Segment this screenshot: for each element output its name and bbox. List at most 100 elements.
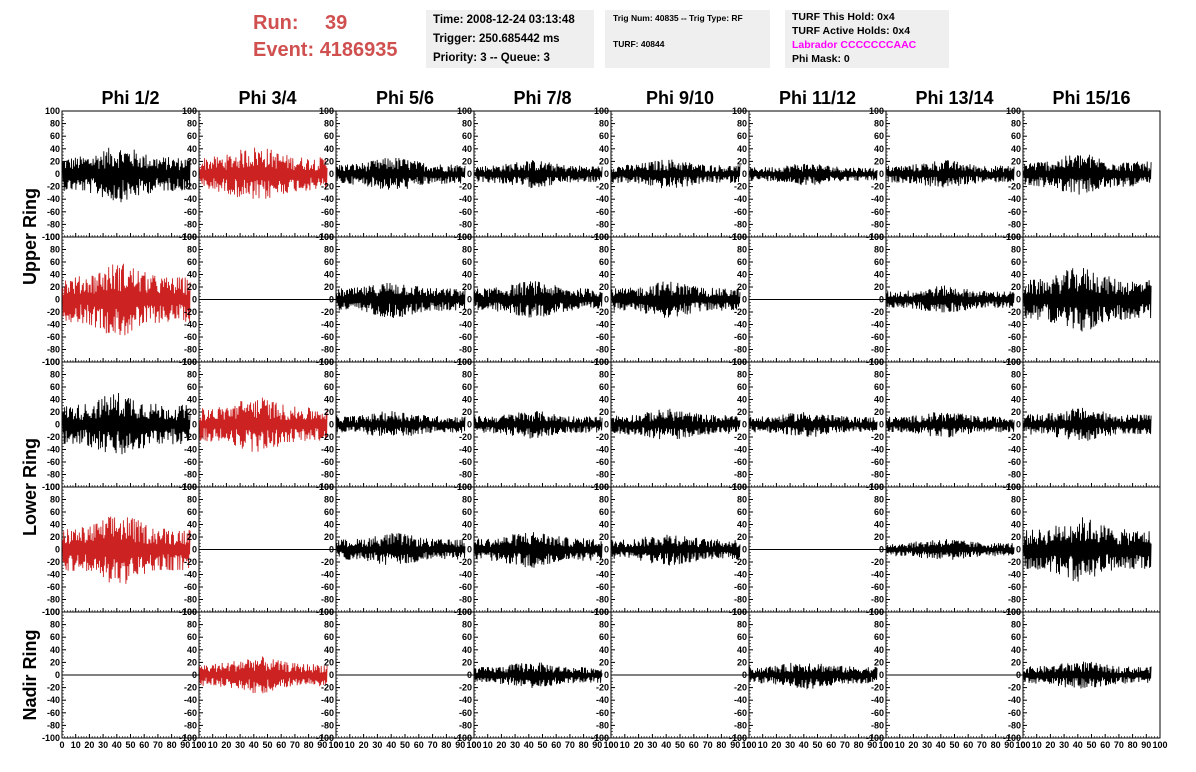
y-tick-label: 0	[55, 545, 60, 555]
y-tick-label: 100	[732, 106, 747, 116]
y-tick-label: 100	[319, 482, 334, 492]
y-tick-label: 40	[324, 395, 334, 405]
waveform-line	[474, 411, 603, 439]
y-tick-label: -20	[321, 557, 334, 567]
y-tick-label: 60	[324, 257, 334, 267]
y-tick-label: 40	[1011, 270, 1021, 280]
y-tick-label: -80	[871, 470, 884, 480]
y-tick-label: -60	[459, 457, 472, 467]
y-tick-label: 100	[182, 357, 197, 367]
labrador-status: Labrador CCCCCCCAAC	[792, 39, 917, 51]
y-tick-label: 0	[604, 295, 609, 305]
y-tick-label: 100	[1006, 232, 1021, 242]
y-tick-label: 100	[182, 482, 197, 492]
y-tick-label: -100	[42, 357, 60, 367]
y-tick-label: -80	[596, 720, 609, 730]
y-tick-label: 20	[874, 657, 884, 667]
y-tick-label: 0	[742, 169, 747, 179]
y-tick-label: -100	[316, 733, 334, 743]
y-tick-label: -40	[321, 695, 334, 705]
y-tick-label: -60	[321, 457, 334, 467]
y-tick-label: 80	[599, 495, 609, 505]
turf-this-hold: TURF This Hold: 0x4	[792, 11, 895, 23]
y-tick-label: 60	[50, 131, 60, 141]
y-tick-label: 80	[50, 119, 60, 129]
y-tick-label: -80	[47, 470, 60, 480]
waveform-line	[749, 412, 878, 437]
y-tick-label: -60	[596, 708, 609, 718]
y-tick-label: 60	[737, 507, 747, 517]
y-tick-label: -80	[459, 345, 472, 355]
event-label: Event:	[253, 39, 315, 61]
y-tick-label: 80	[187, 620, 197, 630]
y-tick-label: -60	[1008, 457, 1021, 467]
y-tick-label: -60	[459, 207, 472, 217]
y-tick-label: 20	[187, 407, 197, 417]
y-tick-label: 60	[874, 382, 884, 392]
y-tick-label: 60	[50, 632, 60, 642]
y-tick-label: 40	[599, 144, 609, 154]
y-tick-label: 40	[599, 520, 609, 530]
y-tick-label: -60	[871, 582, 884, 592]
waveform-line	[336, 532, 466, 565]
waveform-line	[474, 662, 603, 689]
y-tick-label: 0	[192, 169, 197, 179]
y-tick-label: 20	[737, 156, 747, 166]
y-tick-label: 100	[319, 607, 334, 617]
y-tick-label: 100	[594, 607, 609, 617]
y-tick-label: 80	[874, 245, 884, 255]
y-tick-label: 20	[599, 282, 609, 292]
y-tick-label: 60	[50, 507, 60, 517]
y-tick-label: -20	[459, 307, 472, 317]
waveform-line	[886, 412, 1015, 438]
y-tick-label: -100	[42, 607, 60, 617]
waveform-line	[199, 147, 328, 199]
waveform-line	[474, 281, 603, 318]
y-tick-label: -80	[47, 345, 60, 355]
y-tick-label: 20	[324, 282, 334, 292]
y-tick-label: -20	[184, 557, 197, 567]
y-tick-label: 40	[50, 645, 60, 655]
y-tick-label: -40	[1008, 570, 1021, 580]
run-event-box: Run: 39 Event: 4186935	[253, 10, 398, 64]
y-tick-label: 40	[324, 520, 334, 530]
y-tick-label: 40	[737, 395, 747, 405]
y-tick-label: 0	[467, 545, 472, 555]
time-info-box: Time: 2008-12-24 03:13:48 Trigger: 250.6…	[426, 10, 594, 68]
y-tick-label: 60	[462, 257, 472, 267]
y-tick-label: 80	[50, 245, 60, 255]
y-tick-label: 80	[187, 245, 197, 255]
y-tick-label: -20	[321, 182, 334, 192]
y-tick-label: 0	[742, 420, 747, 430]
y-tick-label: 60	[1011, 382, 1021, 392]
y-tick-label: -60	[734, 708, 747, 718]
y-tick-label: -80	[459, 720, 472, 730]
y-tick-label: -40	[1008, 695, 1021, 705]
y-tick-label: 40	[1011, 144, 1021, 154]
y-tick-label: -40	[47, 194, 60, 204]
y-tick-label: -20	[596, 432, 609, 442]
y-tick-label: -80	[1008, 345, 1021, 355]
y-tick-label: -40	[734, 695, 747, 705]
y-tick-label: -20	[1008, 307, 1021, 317]
y-tick-label: 60	[187, 382, 197, 392]
y-tick-label: -60	[734, 332, 747, 342]
y-tick-label: -80	[184, 345, 197, 355]
y-tick-label: -60	[184, 708, 197, 718]
y-tick-label: -20	[459, 432, 472, 442]
y-tick-label: -20	[47, 683, 60, 693]
y-tick-label: -20	[184, 307, 197, 317]
y-tick-label: -60	[321, 332, 334, 342]
y-tick-label: -80	[871, 345, 884, 355]
y-tick-label: 60	[462, 131, 472, 141]
y-tick-label: -20	[184, 683, 197, 693]
y-tick-label: -20	[734, 182, 747, 192]
waveform-line	[749, 662, 878, 690]
y-tick-label: 60	[737, 131, 747, 141]
ring-label: Lower Ring	[20, 438, 40, 536]
y-tick-label: 40	[187, 645, 197, 655]
y-tick-label: -40	[1008, 445, 1021, 455]
y-tick-label: -20	[321, 307, 334, 317]
y-tick-label: 0	[1016, 169, 1021, 179]
y-tick-label: 0	[879, 670, 884, 680]
